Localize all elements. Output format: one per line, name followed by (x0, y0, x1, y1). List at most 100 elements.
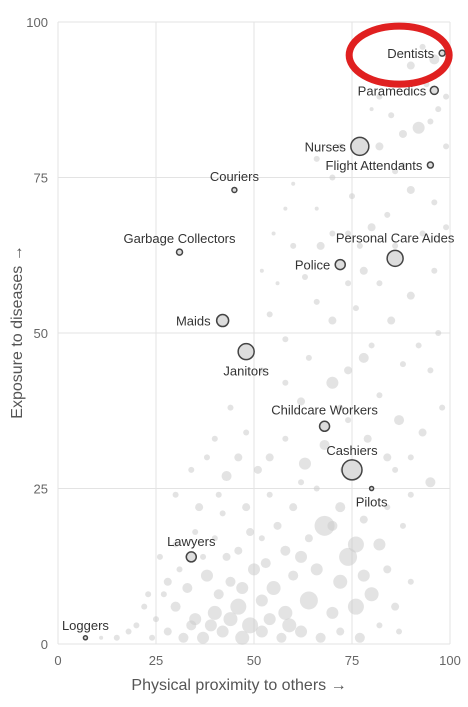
data-point (356, 242, 363, 249)
data-point (172, 541, 179, 548)
data-point (282, 336, 289, 343)
x-tick-label: 0 (54, 653, 61, 668)
data-point (305, 354, 312, 361)
data-point (328, 316, 337, 325)
labeled-point (386, 249, 404, 268)
data-point (298, 479, 305, 486)
data-point (388, 112, 395, 119)
data-point (263, 613, 276, 626)
x-tick-label: 75 (345, 653, 359, 668)
data-point (283, 206, 288, 211)
point-label: Lawyers (167, 534, 216, 549)
point-label: Couriers (210, 169, 260, 184)
data-point (282, 379, 289, 386)
data-point (133, 622, 140, 629)
data-point (299, 591, 318, 610)
data-point (349, 193, 355, 200)
data-point (347, 536, 364, 553)
data-point (253, 465, 262, 474)
data-point (248, 563, 260, 576)
point-label: Loggers (62, 618, 109, 633)
data-point (406, 291, 415, 300)
data-point (289, 503, 298, 512)
data-point (431, 267, 438, 274)
x-tick-label: 50 (247, 653, 261, 668)
data-point (326, 606, 339, 619)
data-point (297, 397, 306, 406)
data-point (225, 576, 236, 587)
data-point (216, 625, 229, 638)
point-label: Paramedics (358, 83, 427, 98)
data-point (221, 471, 232, 482)
data-point (314, 206, 319, 211)
data-point (357, 569, 370, 582)
data-point (419, 43, 426, 50)
point-label: Dentists (387, 46, 434, 61)
data-point (384, 504, 391, 511)
data-point (391, 602, 400, 611)
data-point (439, 404, 446, 411)
data-point (427, 367, 434, 374)
data-point (213, 589, 224, 600)
data-point (319, 439, 330, 450)
data-point (363, 434, 372, 443)
data-point (230, 598, 247, 615)
data-point (354, 632, 365, 643)
labeled-point (231, 186, 238, 194)
data-point (149, 634, 156, 641)
data-point (387, 316, 396, 325)
data-point (315, 632, 326, 643)
data-point (234, 546, 243, 555)
data-point (333, 574, 348, 589)
data-point (186, 620, 197, 631)
data-point (255, 625, 268, 638)
data-point (246, 528, 255, 537)
data-point (125, 628, 132, 635)
data-point (427, 118, 434, 125)
data-point (443, 224, 450, 231)
point-label: Childcare Workers (271, 402, 378, 417)
x-axis-title: Physical proximity to others → (131, 677, 346, 694)
point-label: Janitors (223, 364, 269, 379)
data-point (337, 404, 344, 411)
data-point (367, 223, 376, 232)
data-point (313, 155, 320, 162)
labeled-point (82, 635, 89, 641)
data-point (266, 581, 281, 596)
data-point (203, 454, 210, 461)
data-point (195, 503, 204, 512)
point-label: Garbage Collectors (124, 231, 236, 246)
data-point (364, 587, 379, 602)
data-point (359, 266, 368, 275)
data-point (345, 230, 352, 237)
data-point (156, 553, 163, 560)
x-tick-label: 100 (439, 653, 461, 668)
data-point (398, 129, 407, 138)
data-point (235, 630, 250, 645)
y-tick-label: 100 (26, 15, 48, 30)
data-point (219, 510, 226, 517)
data-point (170, 601, 181, 612)
data-point (396, 628, 403, 635)
data-point (211, 535, 218, 542)
labeled-point (341, 459, 363, 481)
data-point (188, 466, 195, 473)
data-point (215, 491, 222, 498)
data-point (113, 634, 120, 641)
data-point (223, 612, 238, 627)
x-tick-label: 25 (149, 653, 163, 668)
data-point (435, 330, 442, 336)
data-point (211, 435, 218, 442)
data-point (375, 142, 384, 151)
data-point (280, 545, 291, 556)
labeled-point (175, 248, 184, 256)
labeled-point (429, 85, 440, 96)
data-point (443, 93, 450, 100)
labeled-points (82, 49, 446, 641)
data-point (301, 274, 308, 281)
point-label: Maids (176, 314, 211, 329)
data-point (425, 477, 436, 488)
data-point (290, 242, 297, 249)
data-point (406, 185, 415, 194)
data-point (313, 485, 320, 492)
